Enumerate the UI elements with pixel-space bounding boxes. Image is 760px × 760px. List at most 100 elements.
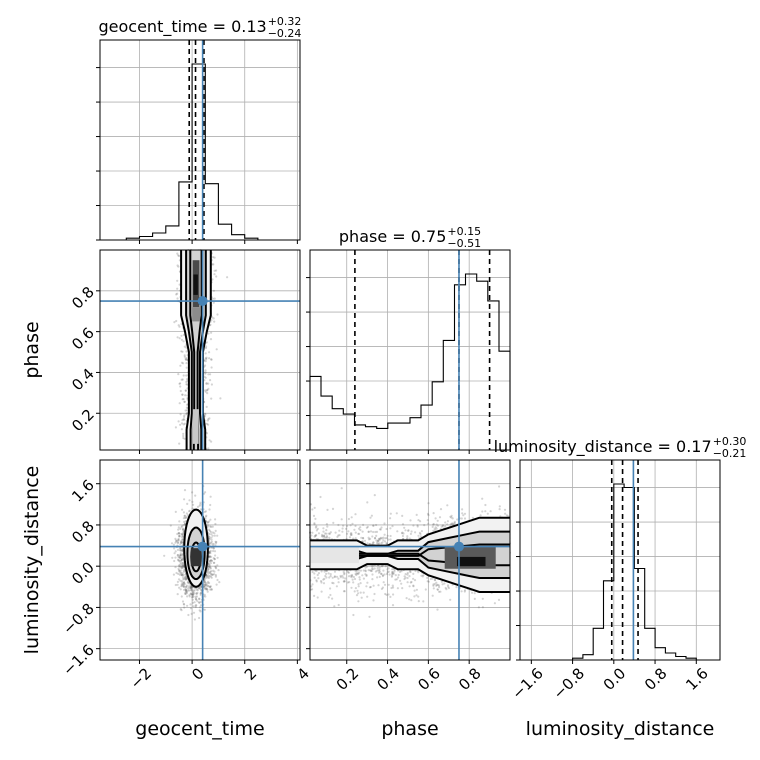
scatter-point — [209, 559, 212, 562]
scatter-point — [179, 389, 182, 393]
scatter-point — [185, 592, 188, 595]
scatter-point — [199, 501, 202, 504]
scatter-point — [188, 586, 191, 590]
scatter-point — [214, 554, 217, 557]
scatter-point — [191, 593, 194, 596]
scatter-point — [202, 492, 206, 495]
scatter-point — [205, 358, 208, 361]
scatter-point — [203, 593, 206, 596]
scatter-point — [184, 592, 187, 596]
scatter-point — [179, 543, 182, 546]
scatter-point — [204, 576, 207, 580]
scatter-point — [181, 566, 184, 570]
scatter-point — [369, 569, 373, 572]
scatter-point — [214, 529, 217, 533]
scatter-point — [208, 556, 211, 559]
scatter-point — [190, 586, 193, 589]
scatter-point — [208, 537, 211, 540]
scatter-point — [189, 592, 192, 595]
scatter-point — [314, 526, 317, 529]
scatter-point — [182, 436, 185, 440]
scatter-point — [378, 575, 381, 579]
scatter-point — [177, 539, 180, 542]
scatter-point — [387, 593, 390, 596]
scatter-point — [177, 420, 180, 423]
scatter-point — [189, 592, 192, 595]
scatter-point — [209, 575, 212, 578]
scatter-point — [177, 265, 180, 268]
scatter-point — [178, 586, 181, 589]
scatter-point — [209, 585, 212, 588]
scatter-point — [213, 532, 216, 535]
scatter-point — [185, 589, 188, 592]
scatter-point — [180, 361, 184, 364]
scatter-point — [191, 507, 194, 510]
scatter-point — [207, 568, 210, 571]
scatter-point — [210, 525, 213, 529]
scatter-point — [194, 604, 197, 607]
scatter-point — [186, 502, 189, 505]
scatter-point — [214, 565, 217, 568]
scatter-point — [195, 588, 198, 591]
scatter-point — [208, 536, 211, 539]
panel-grid — [100, 40, 300, 240]
scatter-point — [174, 566, 177, 569]
scatter-point — [177, 567, 180, 570]
scatter-point — [184, 516, 188, 520]
scatter-point — [431, 577, 434, 580]
scatter-point — [174, 583, 177, 587]
scatter-point — [205, 574, 208, 577]
scatter-point — [183, 578, 186, 581]
scatter-point — [185, 358, 188, 361]
scatter-point — [193, 592, 196, 595]
scatter-point — [180, 609, 183, 612]
scatter-point — [214, 566, 217, 569]
scatter-point — [198, 601, 201, 604]
scatter-point — [214, 522, 217, 526]
scatter-point — [432, 584, 435, 587]
scatter-point — [213, 558, 216, 561]
scatter-point — [182, 374, 185, 377]
scatter-point — [217, 569, 220, 572]
scatter-point — [189, 603, 192, 606]
scatter-point — [178, 565, 181, 568]
scatter-point — [163, 554, 166, 557]
scatter-point — [210, 588, 213, 591]
scatter-point — [213, 534, 216, 537]
scatter-point — [395, 512, 398, 515]
scatter-point — [203, 581, 206, 584]
scatter-point — [210, 588, 213, 591]
scatter-point — [210, 440, 213, 443]
scatter-point — [207, 387, 210, 390]
scatter-point — [182, 418, 185, 421]
scatter-point — [181, 554, 184, 557]
scatter-point — [211, 278, 214, 281]
scatter-point — [207, 571, 210, 574]
scatter-point — [185, 406, 188, 409]
scatter-point — [181, 565, 184, 568]
scatter-point — [191, 601, 194, 605]
scatter-point — [184, 587, 187, 590]
scatter-point — [185, 366, 188, 369]
scatter-point — [176, 279, 179, 282]
scatter-point — [208, 581, 211, 585]
scatter-point — [204, 376, 207, 379]
scatter-point — [209, 338, 213, 341]
scatter-point — [204, 346, 208, 350]
scatter-point — [176, 583, 179, 586]
scatter-point — [183, 603, 186, 606]
scatter-point — [204, 515, 207, 518]
scatter-point — [184, 389, 187, 392]
scatter-point — [353, 528, 356, 531]
scatter-point — [210, 358, 213, 361]
scatter-point — [204, 352, 207, 355]
scatter-point — [208, 555, 211, 558]
scatter-point — [176, 287, 179, 290]
scatter-point — [177, 537, 180, 541]
scatter-point — [181, 398, 184, 401]
scatter-point — [176, 264, 179, 267]
scatter-point — [179, 563, 182, 566]
scatter-point — [184, 578, 187, 581]
scatter-point — [184, 394, 187, 397]
scatter-point — [209, 570, 212, 573]
